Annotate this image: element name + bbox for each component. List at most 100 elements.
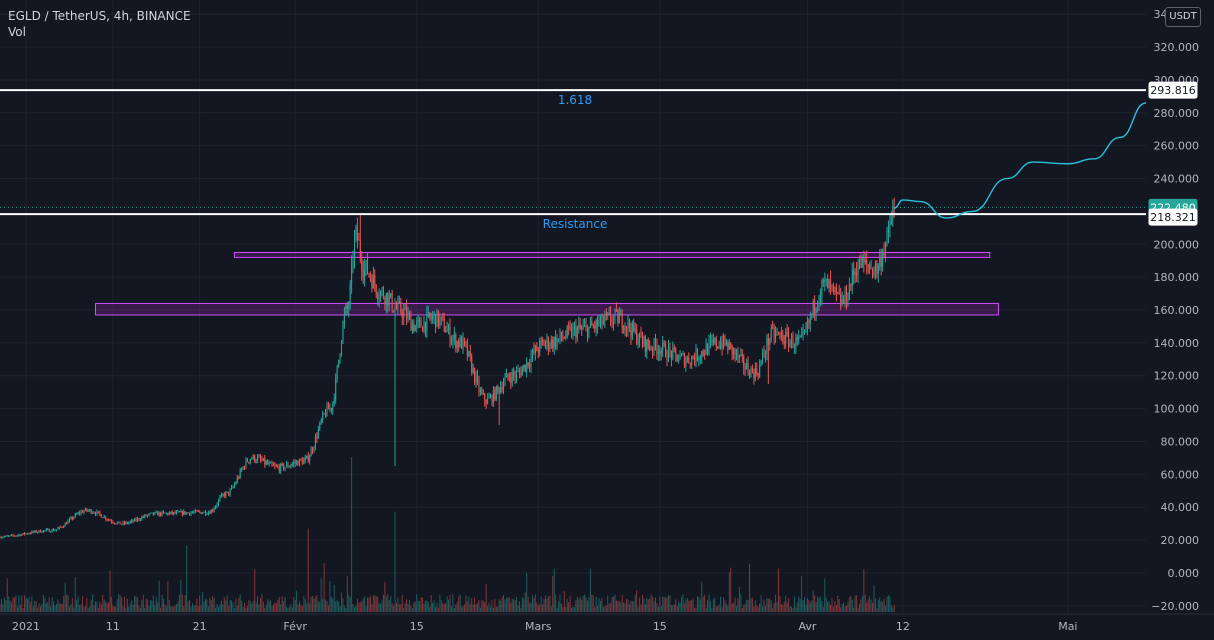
volume-bar [537, 605, 539, 612]
candle-body [394, 307, 396, 312]
x-tick-label: 11 [106, 620, 120, 633]
volume-bar [582, 595, 584, 612]
candle-body [19, 534, 21, 536]
volume-bar [585, 597, 587, 612]
volume-bar [733, 602, 735, 612]
volume-bar [854, 595, 856, 612]
y-tick-label: 280.000 [1154, 107, 1200, 120]
candle-body [25, 533, 27, 535]
volume-bar [121, 597, 123, 612]
volume-bar [177, 601, 179, 612]
volume-bar [581, 599, 583, 612]
volume-bar [70, 604, 72, 612]
candle-body [558, 338, 560, 340]
candle-body [316, 436, 318, 439]
volume-bar [654, 597, 656, 612]
candle-body [692, 356, 694, 359]
volume-bar [773, 602, 775, 612]
candle-body [546, 338, 548, 344]
level-label[interactable]: Resistance [543, 217, 608, 231]
candle-body [478, 380, 480, 392]
volume-bar [478, 600, 480, 612]
volume-bar [860, 599, 862, 612]
candle-body [362, 270, 364, 277]
symbol-title[interactable]: EGLD / TetherUS, 4h, BINANCE [8, 9, 191, 23]
candle-body [637, 341, 639, 344]
volume-bar [395, 602, 397, 612]
candle-body [225, 492, 227, 497]
candle-body [147, 514, 149, 517]
volume-bar [0, 599, 2, 612]
candle-body [426, 313, 428, 331]
level-label[interactable]: 1.618 [558, 93, 592, 107]
candle-body [822, 280, 824, 282]
volume-bar [598, 598, 600, 612]
volume-bar [161, 595, 163, 612]
volume-bar [358, 602, 360, 612]
candle-body [388, 296, 390, 306]
volume-bar [408, 599, 410, 612]
candle-body [779, 333, 781, 335]
volume-bar [696, 596, 698, 612]
candle-body [621, 313, 623, 329]
candle-body [633, 322, 635, 331]
candle-body [789, 341, 791, 347]
volume-bar [721, 607, 723, 612]
candle-body [530, 356, 532, 366]
volume-bar [718, 604, 720, 612]
volume-bar [89, 606, 91, 612]
volume-bar [802, 600, 804, 612]
volume-bar [530, 602, 532, 612]
volume-bar [458, 596, 460, 612]
volume-bar [255, 601, 257, 612]
horizontal-zones[interactable] [95, 251, 999, 316]
currency-button[interactable]: USDT [1165, 7, 1201, 27]
volume-bar [789, 606, 791, 612]
volume-bar [663, 596, 665, 612]
candle-body [361, 257, 363, 271]
volume-bar [775, 594, 777, 612]
candle-body [309, 456, 311, 462]
volume-bar [202, 591, 204, 612]
candle-body [448, 325, 450, 330]
candle-body [364, 267, 366, 277]
volume-bar [592, 595, 594, 612]
volume-bar [649, 598, 651, 612]
horizontal-levels[interactable]: 1.618 Resistance [0, 89, 1146, 231]
candle-body [242, 466, 244, 470]
volume-label[interactable]: Vol [8, 25, 26, 39]
candle-body [654, 338, 656, 346]
volume-bar [647, 599, 649, 612]
volume-bar [591, 594, 593, 612]
volume-bar [319, 601, 321, 612]
projection-path[interactable] [894, 102, 1147, 219]
volume-bar [325, 599, 327, 612]
candle-body [105, 516, 107, 520]
volume-bar [821, 600, 823, 612]
candlesticks [0, 197, 895, 539]
candle-body [268, 462, 270, 465]
candle-body [465, 341, 467, 345]
volume-bar [750, 598, 752, 612]
time-axis[interactable]: 2021 11 21 Févr 15 Mars 15 Avr 12 Mai [12, 620, 1077, 633]
volume-bar [345, 607, 347, 612]
candle-body [340, 341, 342, 354]
candle-body [296, 461, 298, 464]
volume-bar [485, 584, 487, 612]
volume-bar [597, 605, 599, 612]
candle-body [416, 321, 418, 326]
candle-body [50, 531, 52, 533]
candle-body [8, 535, 10, 537]
volume-bar [18, 595, 20, 612]
candle-body [232, 486, 234, 488]
candle-body [572, 327, 574, 337]
volume-bar [743, 605, 745, 612]
volume-bar [155, 596, 157, 612]
candle-body [614, 310, 616, 317]
candle-body [365, 260, 367, 268]
candle-body [115, 523, 117, 525]
candle-body [495, 386, 497, 400]
candle-body [707, 344, 709, 355]
candle-body [417, 320, 419, 322]
